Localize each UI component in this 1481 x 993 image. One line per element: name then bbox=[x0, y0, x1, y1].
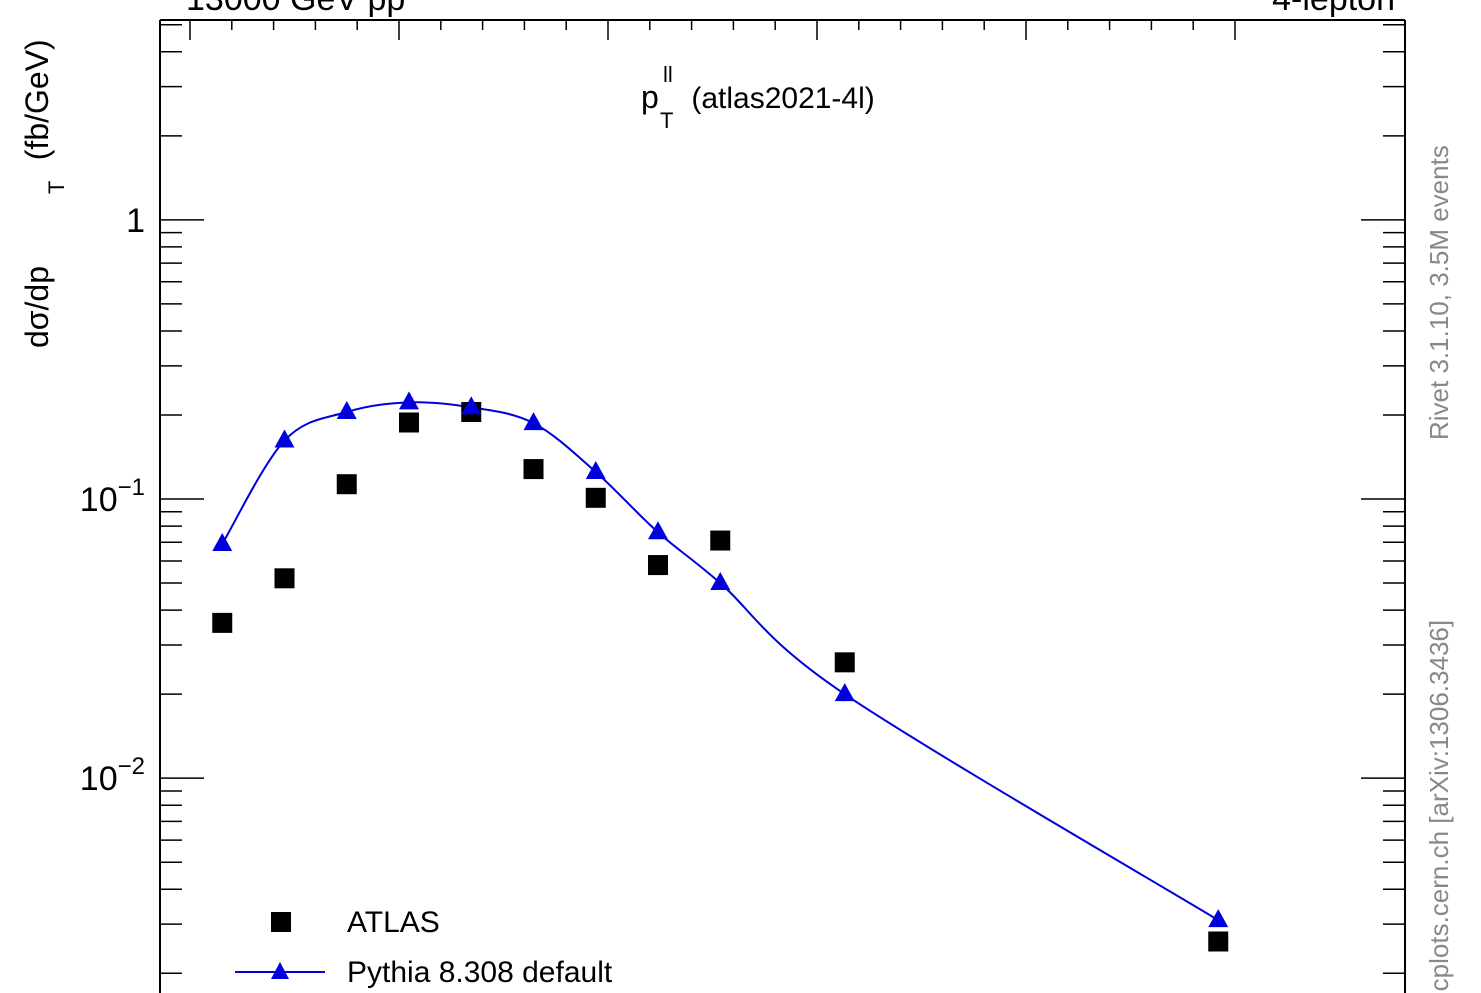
legend-atlas-label: ATLAS bbox=[347, 906, 440, 939]
pythia-point bbox=[523, 412, 544, 431]
y-tick-label: 10−1 bbox=[80, 474, 145, 519]
atlas-point bbox=[648, 555, 668, 576]
pythia-point bbox=[274, 429, 295, 448]
y-label-rest: (fb/GeV) bbox=[19, 39, 55, 178]
rivet-text: Rivet 3.1.10, 3.5M events bbox=[1424, 145, 1454, 440]
title-main: p bbox=[641, 79, 659, 115]
header-right: 4-lepton bbox=[1272, 0, 1395, 18]
source-label: mcplots.cern.ch [arXiv:1306.3436] bbox=[1424, 620, 1454, 993]
header-left: 13000 GeV pp bbox=[186, 0, 405, 18]
y-tick-label: 1 bbox=[126, 202, 145, 240]
data-points bbox=[212, 391, 1229, 952]
source-text: mcplots.cern.ch [arXiv:1306.3436] bbox=[1424, 620, 1454, 993]
atlas-point bbox=[1208, 931, 1229, 952]
y-tick-labels: 1 10−1 10−2 bbox=[80, 202, 145, 798]
pythia-line-group bbox=[221, 401, 1219, 922]
atlas-point bbox=[834, 652, 855, 673]
axis-ticks bbox=[160, 20, 1405, 975]
legend-atlas-marker bbox=[271, 912, 291, 932]
pythia-point bbox=[212, 533, 233, 552]
pythia-point bbox=[834, 683, 855, 702]
rivet-label: Rivet 3.1.10, 3.5M events bbox=[1424, 145, 1454, 440]
atlas-point bbox=[710, 530, 731, 551]
legend-pythia-marker bbox=[271, 962, 289, 979]
title-sub: T bbox=[660, 108, 673, 133]
atlas-point bbox=[212, 612, 233, 633]
y-axis-label: dσ/dp T (fb/GeV) bbox=[19, 39, 69, 348]
y-label-main: dσ/dp bbox=[19, 266, 55, 348]
atlas-point bbox=[585, 487, 606, 508]
atlas-point bbox=[336, 474, 357, 495]
legend-pythia-label: Pythia 8.308 default bbox=[347, 956, 613, 989]
pythia-line bbox=[221, 401, 1219, 922]
pythia-point bbox=[648, 521, 668, 540]
legend: ATLAS Pythia 8.308 default bbox=[235, 906, 613, 989]
pythia-point bbox=[461, 396, 482, 415]
y-tick-label: 10−2 bbox=[80, 753, 145, 798]
pythia-point bbox=[710, 572, 731, 591]
chart-title: p ll T (atlas2021-4l) bbox=[641, 62, 875, 133]
atlas-point bbox=[399, 412, 419, 433]
title-sup: ll bbox=[663, 62, 673, 87]
atlas-point bbox=[523, 459, 544, 480]
pythia-point bbox=[399, 391, 419, 410]
pythia-point bbox=[585, 460, 606, 479]
pythia-point bbox=[336, 400, 357, 419]
plot-frame bbox=[159, 19, 1406, 993]
pythia-point bbox=[1208, 909, 1229, 928]
atlas-point bbox=[274, 568, 295, 589]
y-label-sub: T bbox=[44, 181, 69, 194]
title-rest: (atlas2021-4l) bbox=[683, 82, 875, 115]
